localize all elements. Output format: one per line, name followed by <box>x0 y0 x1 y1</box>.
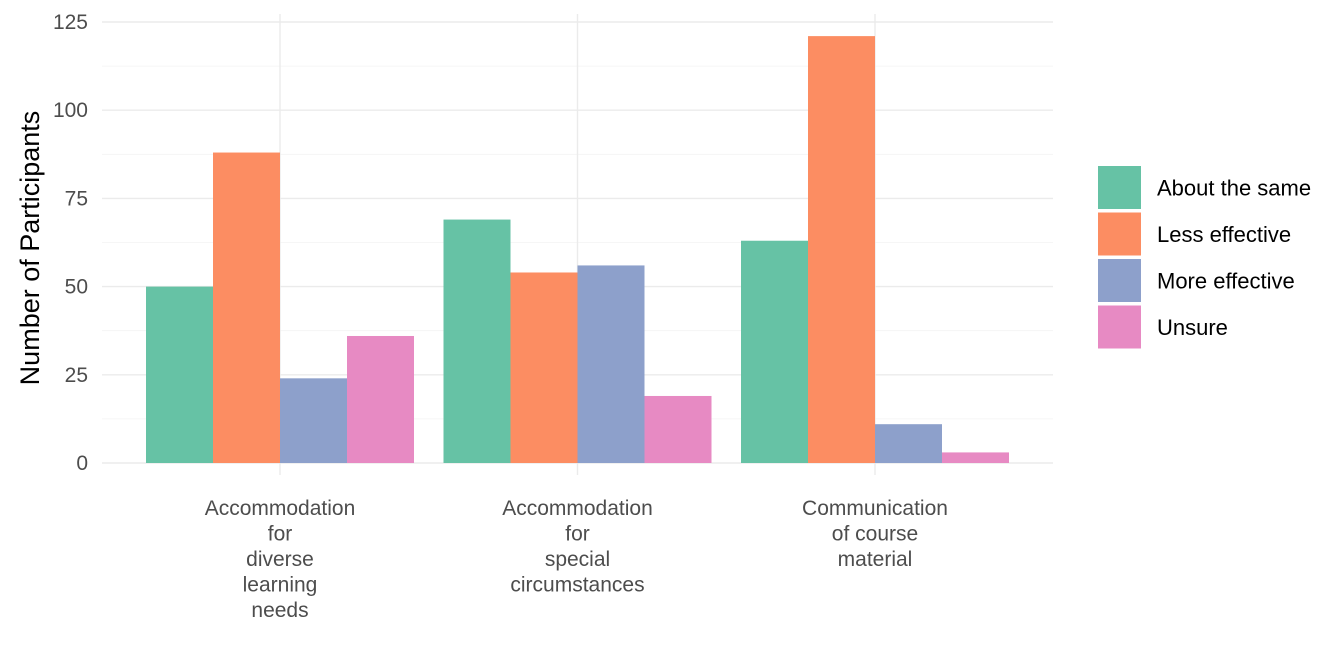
legend-key <box>1098 305 1141 349</box>
bar <box>741 240 808 463</box>
y-tick-label: 125 <box>53 11 88 34</box>
y-tick-label: 0 <box>76 452 88 475</box>
bar <box>577 265 645 463</box>
bar <box>213 152 280 463</box>
y-tick-label: 25 <box>65 364 88 387</box>
y-tick-label: 75 <box>65 187 88 210</box>
y-tick-label: 50 <box>65 276 88 299</box>
bar <box>808 36 875 463</box>
bar <box>644 395 712 463</box>
bar <box>280 378 347 463</box>
legend-key <box>1098 166 1141 209</box>
y-axis-ticks: 0 25 50 75 100 125 <box>53 11 88 475</box>
bar <box>347 335 414 463</box>
bar <box>510 272 578 463</box>
x-axis-ticks: Accommodation for diverse learning needs Acco… <box>205 497 948 622</box>
bar <box>942 452 1009 463</box>
legend: About the same Less effective More effecti… <box>1098 166 1311 349</box>
x-tick-label: Accommodation for diverse learning needs <box>205 497 356 622</box>
y-tick-label: 100 <box>53 99 88 122</box>
bar <box>146 286 213 463</box>
legend-key <box>1098 212 1141 256</box>
legend-label: Less effective <box>1157 222 1291 247</box>
bar <box>443 219 511 463</box>
legend-key <box>1098 259 1141 302</box>
legend-label: More effective <box>1157 269 1295 294</box>
legend-label: About the same <box>1157 176 1311 201</box>
x-tick-label: Communication of course material <box>802 497 948 571</box>
y-axis-title: Number of Participants <box>15 111 45 386</box>
x-tick-label: Accommodation for special circumstances <box>502 497 653 597</box>
bar <box>875 424 942 463</box>
bars <box>146 36 1009 463</box>
legend-label: Unsure <box>1157 315 1228 340</box>
